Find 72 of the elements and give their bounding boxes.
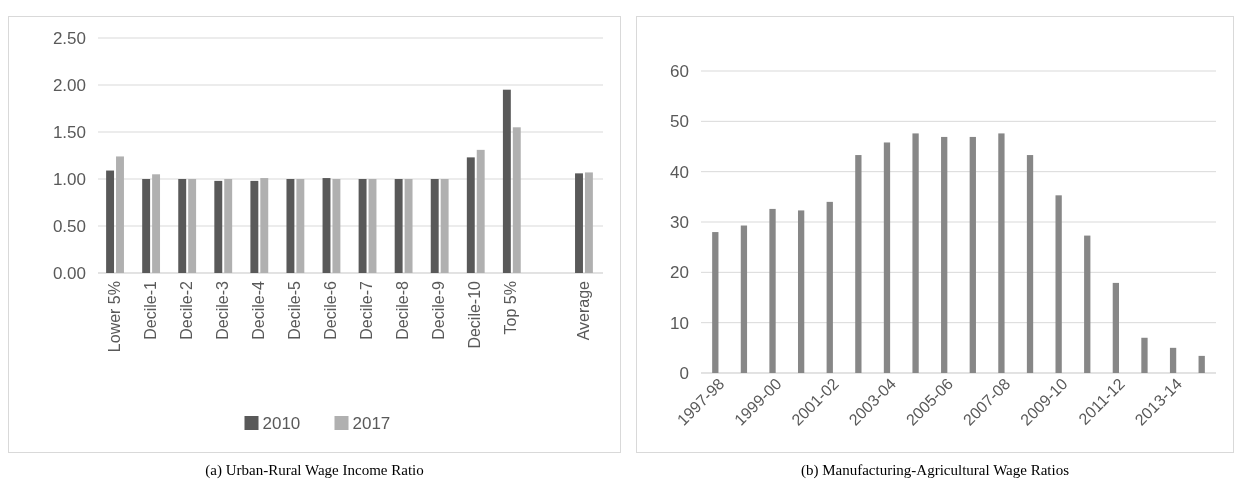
y-tick-label: 0.50 [52,216,86,236]
y-tick-label: 1.50 [52,122,86,142]
bar [502,89,511,273]
bar [404,179,413,273]
bar [1026,155,1034,373]
bar [575,173,583,273]
bar [466,157,475,273]
x-tick-label: Decile-4 [249,280,267,340]
bar [712,232,719,373]
bar [332,179,341,273]
bar [998,133,1005,373]
y-tick-label: 2.50 [52,28,86,48]
x-tick-label: Decile-6 [322,280,340,340]
y-tick-label: 40 [670,162,689,182]
text: (a) Urban-Rural Wage Income Ratio [205,462,424,479]
bar [1169,347,1177,373]
bar [430,179,439,273]
x-tick-label: Decile-1 [141,280,159,340]
bar [142,179,151,273]
y-tick-label: 10 [670,313,689,333]
x-tick-label: Decile-7 [358,280,376,340]
text: (b) Manufacturing-Agricultural Wage Ratios [800,462,1070,479]
bar [1141,337,1148,373]
bar [1055,195,1062,373]
legend-label: 2017 [352,413,391,433]
x-tick-label: Decile-10 [466,280,484,349]
bar [1112,282,1120,373]
bar [797,210,805,373]
bar [740,225,748,373]
bar [941,136,948,373]
y-tick-label: 0 [679,363,689,383]
bar [178,179,187,273]
bar [358,179,367,273]
y-tick-label: 0.00 [52,263,86,283]
bar [394,179,403,273]
bar [296,179,305,273]
x-tick-label: Decile-3 [213,280,231,340]
bar [1198,355,1205,373]
bar [116,156,124,273]
bar [152,174,161,273]
x-tick-label: Top 5% [502,281,520,335]
x-tick-label: Decile-2 [177,280,195,340]
bar [512,127,521,273]
bar [769,208,776,373]
bar [883,142,891,373]
bar [214,180,223,273]
x-tick-label: Decile-8 [394,280,412,340]
bar [440,179,449,273]
y-tick-label: 1.00 [52,169,86,189]
y-tick-label: 30 [670,212,689,232]
x-tick-label: Average [574,280,592,341]
bar [224,179,233,273]
x-tick-label: Lower 5% [105,281,123,353]
legend-label: 2010 [262,413,301,433]
bar [826,201,833,373]
bar [969,136,976,373]
y-tick-label: 20 [670,263,689,283]
y-tick-label: 2.00 [52,75,86,95]
bar [250,180,259,273]
bar [476,149,485,273]
bar [584,172,593,273]
bar [188,179,197,273]
bar [912,133,919,373]
y-tick-label: 50 [670,112,689,132]
bar [286,179,295,273]
bar [106,170,115,273]
x-tick-label: Decile-5 [285,280,303,340]
x-tick-label: Decile-9 [430,280,448,340]
bar [855,155,862,373]
bar [1084,235,1091,373]
bar [260,178,269,273]
y-tick-label: 60 [670,61,689,81]
